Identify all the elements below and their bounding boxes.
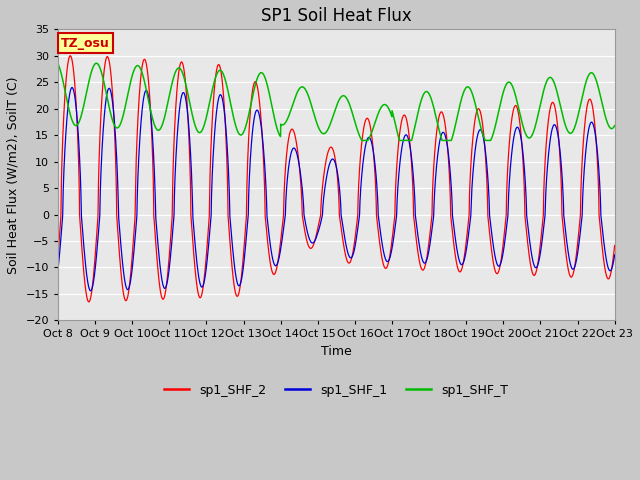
X-axis label: Time: Time xyxy=(321,345,352,358)
Line: sp1_SHF_T: sp1_SHF_T xyxy=(58,63,614,141)
sp1_SHF_T xyxy=(54,61,62,67)
Title: SP1 Soil Heat Flux: SP1 Soil Heat Flux xyxy=(261,7,412,25)
sp1_SHF_2 xyxy=(611,243,618,249)
sp1_SHF_2 xyxy=(600,260,608,265)
sp1_SHF_2 xyxy=(54,253,62,259)
sp1_SHF_T xyxy=(268,102,275,108)
sp1_SHF_2 xyxy=(268,268,276,274)
sp1_SHF_T xyxy=(118,118,125,123)
Text: TZ_osu: TZ_osu xyxy=(61,36,109,49)
sp1_SHF_1 xyxy=(611,252,618,258)
sp1_SHF_2 xyxy=(118,278,125,284)
sp1_SHF_T xyxy=(358,138,366,144)
sp1_SHF_2 xyxy=(67,53,74,59)
sp1_SHF_T xyxy=(540,86,548,92)
sp1_SHF_1 xyxy=(86,288,94,294)
sp1_SHF_1 xyxy=(54,266,62,272)
sp1_SHF_2 xyxy=(292,137,300,143)
sp1_SHF_1 xyxy=(268,252,276,258)
Legend: sp1_SHF_2, sp1_SHF_1, sp1_SHF_T: sp1_SHF_2, sp1_SHF_1, sp1_SHF_T xyxy=(159,379,513,401)
sp1_SHF_T xyxy=(611,123,618,129)
sp1_SHF_T xyxy=(600,108,608,114)
sp1_SHF_1 xyxy=(600,241,608,247)
Y-axis label: Soil Heat Flux (W/m2), SoilT (C): Soil Heat Flux (W/m2), SoilT (C) xyxy=(7,76,20,274)
Line: sp1_SHF_1: sp1_SHF_1 xyxy=(58,87,614,291)
sp1_SHF_T xyxy=(292,93,300,99)
sp1_SHF_1 xyxy=(68,84,76,90)
Line: sp1_SHF_2: sp1_SHF_2 xyxy=(58,56,614,302)
sp1_SHF_T xyxy=(93,60,100,66)
sp1_SHF_1 xyxy=(292,148,300,154)
sp1_SHF_1 xyxy=(151,183,159,189)
sp1_SHF_1 xyxy=(540,221,548,227)
sp1_SHF_T xyxy=(151,122,159,128)
sp1_SHF_2 xyxy=(151,228,159,234)
sp1_SHF_2 xyxy=(540,180,548,186)
sp1_SHF_2 xyxy=(85,299,93,305)
sp1_SHF_1 xyxy=(118,253,125,259)
